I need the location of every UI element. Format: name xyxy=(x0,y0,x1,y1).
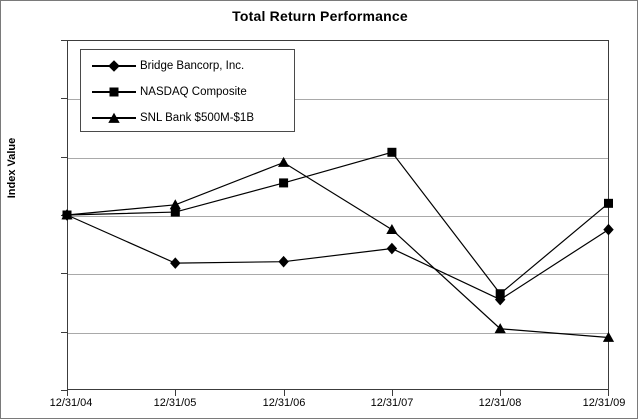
x-tick-mark-4 xyxy=(500,390,501,396)
diamond-marker-icon xyxy=(92,57,136,75)
gridline-60 xyxy=(68,333,608,334)
x-tick-label-3: 12/31/07 xyxy=(370,397,414,409)
chart-legend: Bridge Bancorp, Inc. NASDAQ Composite SN… xyxy=(80,49,295,132)
y-tick-mark-80 xyxy=(61,273,67,274)
x-tick-label-0: 12/31/04 xyxy=(49,397,93,409)
x-tick-mark-3 xyxy=(392,390,393,396)
x-tick-label-5: 12/31/09 xyxy=(582,397,626,409)
gridline-140 xyxy=(68,99,608,100)
x-tick-mark-0 xyxy=(67,390,68,396)
legend-item-bridge-bancorp: Bridge Bancorp, Inc. xyxy=(81,53,296,79)
x-tick-label-2: 12/31/06 xyxy=(262,397,306,409)
y-tick-mark-140 xyxy=(61,98,67,99)
legend-label-bridge-bancorp: Bridge Bancorp, Inc. xyxy=(140,60,245,72)
x-tick-label-4: 12/31/08 xyxy=(478,397,522,409)
y-tick-mark-160 xyxy=(61,40,67,41)
square-marker-icon xyxy=(92,83,136,101)
x-tick-mark-1 xyxy=(175,390,176,396)
y-tick-mark-100 xyxy=(61,215,67,216)
legend-label-snl-bank: SNL Bank $500M-$1B xyxy=(140,112,255,124)
y-tick-mark-60 xyxy=(61,332,67,333)
legend-item-snl-bank: SNL Bank $500M-$1B xyxy=(81,105,296,131)
y-tick-mark-120 xyxy=(61,157,67,158)
gridline-120 xyxy=(68,158,608,159)
x-tick-label-1: 12/31/05 xyxy=(153,397,197,409)
chart-title: Total Return Performance xyxy=(232,8,408,24)
gridline-80 xyxy=(68,274,608,275)
triangle-marker-icon xyxy=(92,109,136,127)
y-tick-mark-40 xyxy=(61,390,67,391)
legend-item-nasdaq-composite: NASDAQ Composite xyxy=(81,79,296,105)
y-axis-title: Index Value xyxy=(6,137,18,199)
legend-label-nasdaq-composite: NASDAQ Composite xyxy=(140,86,247,98)
gridline-100 xyxy=(68,216,608,217)
x-tick-mark-2 xyxy=(284,390,285,396)
x-tick-mark-5 xyxy=(608,390,609,396)
